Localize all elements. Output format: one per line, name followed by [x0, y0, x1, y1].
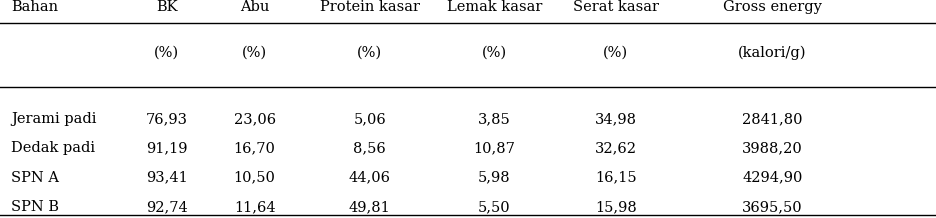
Text: Protein kasar: Protein kasar — [320, 0, 419, 14]
Text: 32,62: 32,62 — [595, 141, 636, 155]
Text: 4294,90: 4294,90 — [742, 171, 802, 185]
Text: 5,06: 5,06 — [354, 112, 386, 126]
Text: Gross energy: Gross energy — [723, 0, 822, 14]
Text: Jerami padi: Jerami padi — [11, 112, 96, 126]
Text: 8,56: 8,56 — [354, 141, 386, 155]
Text: 10,87: 10,87 — [474, 141, 515, 155]
Text: 11,64: 11,64 — [234, 200, 275, 214]
Text: 3988,20: 3988,20 — [742, 141, 802, 155]
Text: 76,93: 76,93 — [146, 112, 187, 126]
Text: SPN A: SPN A — [11, 171, 59, 185]
Text: (%): (%) — [154, 45, 179, 59]
Text: Lemak kasar: Lemak kasar — [446, 0, 542, 14]
Text: Dedak padi: Dedak padi — [11, 141, 95, 155]
Text: 15,98: 15,98 — [595, 200, 636, 214]
Text: 5,50: 5,50 — [478, 200, 510, 214]
Text: 44,06: 44,06 — [349, 171, 390, 185]
Text: 10,50: 10,50 — [234, 171, 275, 185]
Text: (%): (%) — [242, 45, 267, 59]
Text: SPN B: SPN B — [11, 200, 59, 214]
Text: 5,98: 5,98 — [478, 171, 510, 185]
Text: 92,74: 92,74 — [146, 200, 187, 214]
Text: 16,15: 16,15 — [595, 171, 636, 185]
Text: (%): (%) — [482, 45, 506, 59]
Text: (%): (%) — [358, 45, 382, 59]
Text: 16,70: 16,70 — [234, 141, 275, 155]
Text: BK: BK — [155, 0, 178, 14]
Text: Bahan: Bahan — [11, 0, 58, 14]
Text: 2841,80: 2841,80 — [742, 112, 802, 126]
Text: (kalori/g): (kalori/g) — [738, 45, 807, 60]
Text: 34,98: 34,98 — [595, 112, 636, 126]
Text: 93,41: 93,41 — [146, 171, 187, 185]
Text: 3695,50: 3695,50 — [742, 200, 802, 214]
Text: (%): (%) — [604, 45, 628, 59]
Text: 23,06: 23,06 — [233, 112, 276, 126]
Text: Abu: Abu — [240, 0, 270, 14]
Text: 91,19: 91,19 — [146, 141, 187, 155]
Text: Serat kasar: Serat kasar — [573, 0, 659, 14]
Text: 3,85: 3,85 — [478, 112, 510, 126]
Text: 49,81: 49,81 — [349, 200, 390, 214]
